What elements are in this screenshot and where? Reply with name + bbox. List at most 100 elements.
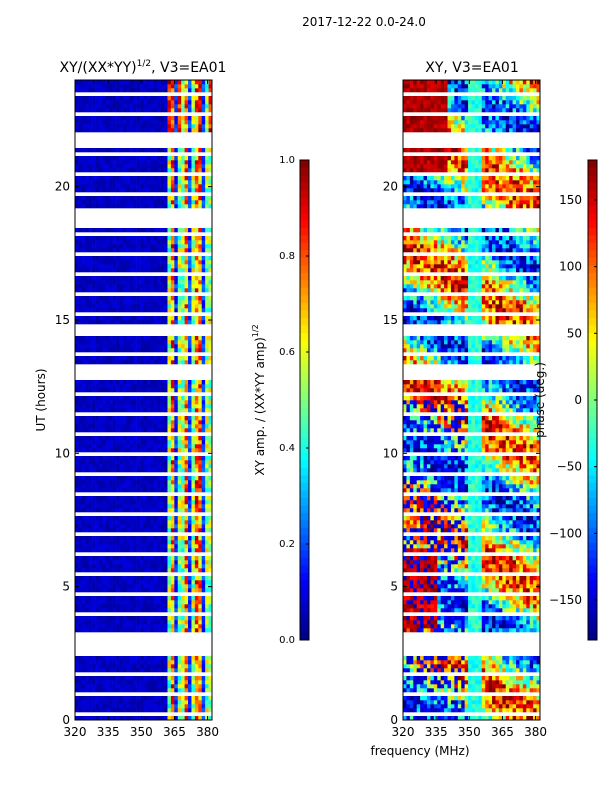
amplitude-cell [133, 544, 137, 549]
amplitude-cell [95, 276, 100, 281]
amplitude-cell [184, 248, 189, 253]
amplitude-cell [194, 416, 199, 421]
amplitude-cell [105, 540, 110, 545]
amplitude-cell [201, 668, 206, 673]
amplitude-cell [126, 304, 131, 309]
amplitude-cell [160, 396, 165, 401]
amplitude-cell [75, 236, 79, 241]
amplitude-cell [85, 164, 89, 169]
amplitude-cell [133, 384, 137, 389]
amplitude-cell [191, 340, 196, 345]
amplitude-cell [205, 156, 209, 161]
amplitude-cell [81, 680, 86, 685]
amplitude-cell [85, 100, 89, 105]
amplitude-cell [191, 508, 196, 513]
amplitude-cell [160, 680, 165, 685]
amplitude-cell [119, 380, 124, 385]
amplitude-gap-row [75, 220, 212, 224]
amplitude-cell [85, 400, 89, 405]
amplitude-cell [109, 664, 113, 669]
amplitude-cell [78, 560, 83, 565]
amplitude-cell [184, 128, 189, 133]
amplitude-cell [81, 356, 86, 361]
amplitude-cell [194, 320, 199, 325]
phase-cell [492, 680, 496, 685]
amplitude-cell [177, 540, 182, 545]
amplitude-cell [95, 664, 100, 669]
amplitude-cell [160, 108, 165, 113]
amplitude-cell [191, 184, 196, 189]
phase-cell [403, 716, 407, 721]
amplitude-cell [174, 608, 179, 613]
amplitude-cell [194, 80, 199, 85]
amplitude-cell [133, 576, 137, 581]
amplitude-cell [78, 160, 83, 165]
amplitude-cell [105, 320, 110, 325]
amplitude-cell [140, 580, 144, 585]
phase-cell [437, 676, 441, 681]
amplitude-cell [136, 380, 141, 385]
amplitude-cell [129, 288, 134, 293]
amplitude-cell [75, 440, 79, 445]
phase-cell [468, 680, 472, 685]
amplitude-cell [208, 320, 213, 325]
phase-cell [413, 716, 417, 721]
amplitude-cell [205, 88, 209, 93]
amplitude-cell [164, 460, 168, 465]
amplitude-cell [160, 616, 165, 621]
amplitude-cell [133, 276, 137, 281]
amplitude-cell [167, 340, 172, 345]
amplitude-cell [119, 500, 124, 505]
amplitude-cell [126, 508, 131, 513]
phase-cell [409, 684, 414, 689]
amplitude-cell [81, 88, 86, 93]
amplitude-cell [119, 476, 124, 481]
amplitude-cell [157, 96, 161, 101]
amplitude-cell [150, 456, 155, 461]
phase-cell [502, 716, 507, 721]
amplitude-cell [81, 556, 86, 561]
amplitude-cell [129, 196, 134, 201]
amplitude-cell [92, 600, 96, 605]
amplitude-cell [129, 704, 134, 709]
amplitude-cell [188, 296, 192, 301]
amplitude-cell [85, 248, 89, 253]
amplitude-cell [153, 544, 158, 549]
amplitude-cell [75, 336, 79, 341]
amplitude-cell [105, 248, 110, 253]
amplitude-cell [184, 480, 189, 485]
amplitude-cell [184, 296, 189, 301]
phase-cell [420, 684, 424, 689]
phase-cell [433, 676, 438, 681]
amplitude-cell [129, 656, 134, 661]
amplitude-cell [126, 540, 131, 545]
amplitude-cell [75, 476, 79, 481]
amplitude-cell [78, 236, 83, 241]
amplitude-cell [153, 548, 158, 553]
amplitude-cell [122, 336, 127, 341]
amplitude-cell [150, 264, 155, 269]
amplitude-cell [170, 688, 175, 693]
amplitude-cell [85, 416, 89, 421]
amplitude-cell [157, 664, 161, 669]
amplitude-cell [85, 516, 89, 521]
colorbar-swatch [300, 632, 309, 641]
amplitude-cell [75, 164, 79, 169]
amplitude-cell [167, 540, 172, 545]
amplitude-cell [81, 296, 86, 301]
amplitude-cell [184, 148, 189, 153]
amplitude-cell [140, 560, 144, 565]
amplitude-cell [136, 96, 141, 101]
amplitude-cell [153, 476, 158, 481]
amplitude-cell [88, 148, 93, 153]
amplitude-cell [109, 380, 113, 385]
phase-cell [468, 700, 472, 705]
amplitude-cell [140, 500, 144, 505]
amplitude-cell [92, 408, 96, 413]
amplitude-cell [102, 716, 107, 721]
amplitude-cell [109, 388, 113, 393]
amplitude-cell [129, 148, 134, 153]
amplitude-cell [157, 708, 161, 713]
amplitude-cell [191, 468, 196, 473]
amplitude-gap-row [75, 192, 212, 196]
